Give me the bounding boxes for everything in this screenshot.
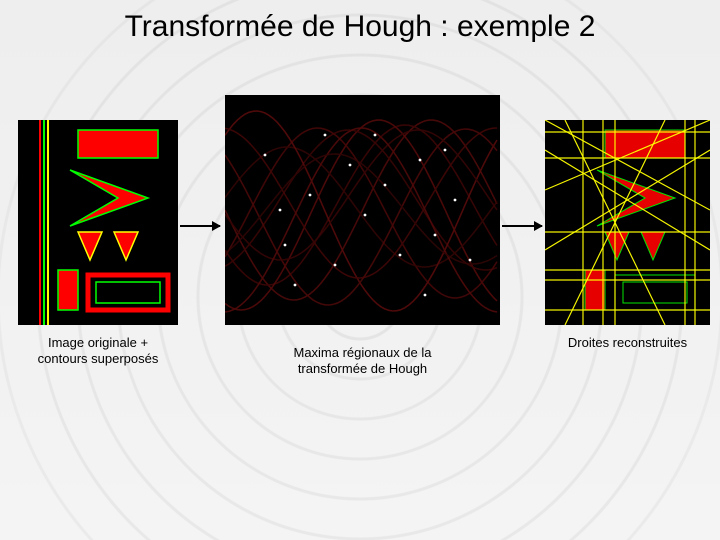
slide-title: Transformée de Hough : exemple 2 — [0, 10, 720, 44]
arrow-center-to-right — [502, 225, 542, 227]
caption-center: Maxima régionaux de latransformée de Hou… — [225, 345, 500, 378]
caption-left: Image originale +contours superposés — [18, 335, 178, 368]
reconstructed-lines-panel — [545, 120, 710, 325]
original-image-svg — [18, 120, 178, 325]
hough-space-panel — [225, 95, 500, 325]
arrow-left-to-center — [180, 225, 220, 227]
original-image-panel — [18, 120, 178, 325]
caption-right: Droites reconstruites — [545, 335, 710, 351]
reconstructed-lines-svg — [545, 120, 710, 325]
hough-space-svg — [225, 95, 500, 325]
